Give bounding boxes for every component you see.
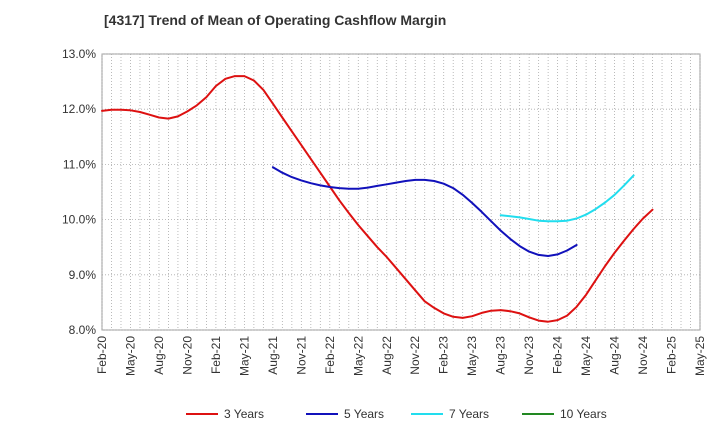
x-tick-label: Aug-22 xyxy=(380,336,394,375)
x-tick-label: May-25 xyxy=(693,336,707,376)
chart-title: [4317] Trend of Mean of Operating Cashfl… xyxy=(104,12,447,28)
y-tick-label: 13.0% xyxy=(62,47,96,61)
x-tick-label: Feb-21 xyxy=(209,336,223,374)
y-tick-label: 11.0% xyxy=(63,157,96,171)
x-tick-label: Nov-22 xyxy=(408,336,422,375)
y-tick-label: 9.0% xyxy=(69,268,97,282)
legend-label: 3 Years xyxy=(224,407,264,421)
plot-area xyxy=(101,53,701,331)
x-tick-label: May-24 xyxy=(579,336,593,376)
legend-label: 10 Years xyxy=(560,407,607,421)
y-tick-label: 12.0% xyxy=(62,102,96,116)
x-tick-label: May-23 xyxy=(465,336,479,376)
x-tick-label: May-22 xyxy=(351,336,365,376)
x-tick-label: Aug-21 xyxy=(266,336,280,375)
x-tick-label: Nov-21 xyxy=(294,336,308,375)
x-tick-label: Nov-20 xyxy=(180,336,194,375)
series-line-5-years xyxy=(271,166,578,257)
x-tick-label: Aug-23 xyxy=(494,336,508,375)
y-tick-label: 8.0% xyxy=(69,323,97,337)
axes: 8.0% 9.0% 10.0% 11.0% 12.0% 13.0% Feb-20 May-20… xyxy=(62,47,707,376)
x-tick-label: Feb-23 xyxy=(437,336,451,374)
x-tick-label: Aug-24 xyxy=(608,336,622,375)
series xyxy=(101,75,654,323)
legend: 3 Years 5 Years 7 Years 10 Years xyxy=(186,407,607,421)
y-tick-label: 10.0% xyxy=(62,213,96,227)
series-line-7-years xyxy=(499,174,635,223)
x-tick-label: Nov-23 xyxy=(522,336,536,375)
x-tick-label: Feb-22 xyxy=(323,336,337,374)
x-tick-label: Feb-25 xyxy=(665,336,679,374)
x-tick-label: Feb-20 xyxy=(95,336,109,374)
x-tick-label: Aug-20 xyxy=(152,336,166,375)
x-tick-label: Nov-24 xyxy=(636,336,650,375)
x-tick-label: Feb-24 xyxy=(551,336,565,374)
grid xyxy=(101,53,701,331)
series-line-3-years xyxy=(101,75,654,323)
x-tick-label: May-21 xyxy=(237,336,251,376)
legend-label: 5 Years xyxy=(344,407,384,421)
x-tick-label: May-20 xyxy=(123,336,137,376)
legend-label: 7 Years xyxy=(449,407,489,421)
